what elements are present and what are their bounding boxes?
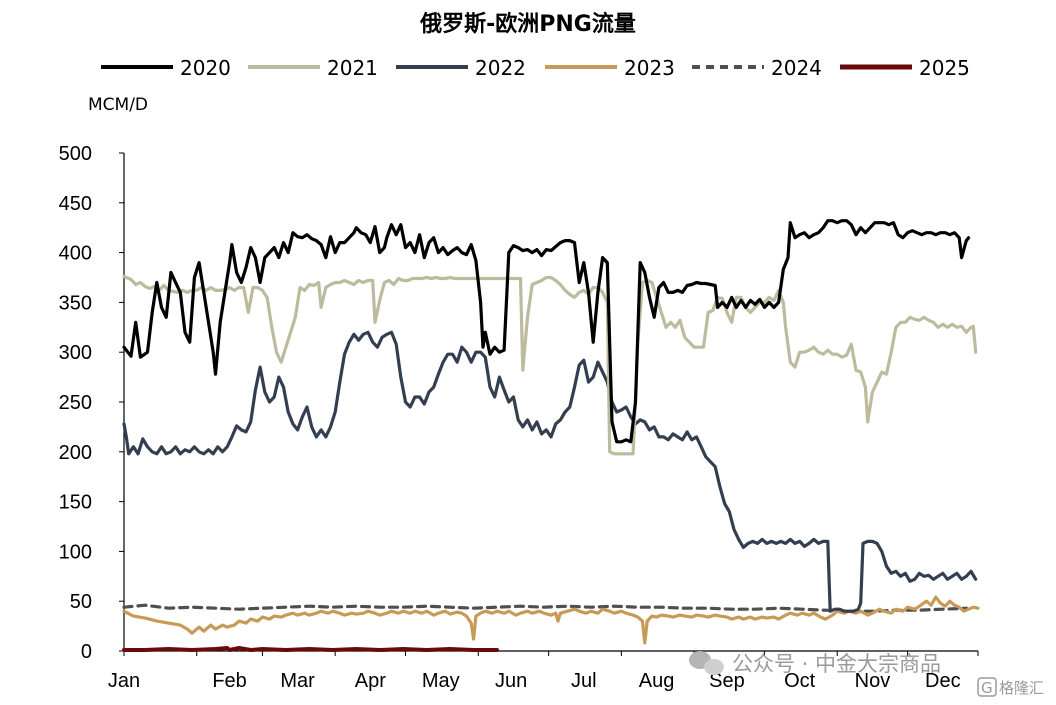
legend-label-2025: 2025 xyxy=(919,56,970,80)
watermark: 公众号 · 中金大宗商品 G 格隆汇 xyxy=(689,651,1044,697)
x-tick-label: Jun xyxy=(495,670,527,692)
watermark-text: 公众号 · 中金大宗商品 xyxy=(732,652,941,676)
y-tick-label: 100 xyxy=(59,541,92,563)
x-tick-label: Mar xyxy=(280,670,315,692)
y-tick-label: 200 xyxy=(59,442,92,464)
series-line-2024 xyxy=(122,603,968,613)
wechat-icon xyxy=(689,651,724,675)
legend-label-2021: 2021 xyxy=(327,56,378,80)
brand-badge-text: G xyxy=(981,679,993,697)
series-line-2022 xyxy=(122,330,978,613)
y-tick-label: 500 xyxy=(59,143,92,165)
x-tick-label: Sep xyxy=(709,670,745,692)
x-tick-label: Nov xyxy=(855,670,891,692)
x-tick-label: Jul xyxy=(571,670,597,692)
series-line-2020 xyxy=(122,219,971,444)
x-tick-label: Oct xyxy=(784,670,816,692)
x-tick-label: Feb xyxy=(212,670,246,692)
y-tick-label: 50 xyxy=(70,591,92,613)
x-tick-label: Apr xyxy=(355,670,386,692)
y-tick-label: 250 xyxy=(59,392,92,414)
y-tick-label: 300 xyxy=(59,342,92,364)
series-line-2021 xyxy=(122,274,978,456)
legend: 2020 2021 2022 2023 2024 2025 xyxy=(101,56,970,80)
y-tick-label: 450 xyxy=(59,193,92,215)
series-line-2025 xyxy=(122,646,499,652)
legend-label-2022: 2022 xyxy=(475,56,526,80)
y-tick-label: 0 xyxy=(81,641,92,663)
plot-area xyxy=(122,219,980,652)
series-line-2023 xyxy=(122,595,980,645)
x-tick-label: Jan xyxy=(108,670,140,692)
legend-label-2023: 2023 xyxy=(624,56,675,80)
y-tick-label: 350 xyxy=(59,292,92,314)
y-tick-label: 400 xyxy=(59,243,92,265)
brand-badge xyxy=(977,677,997,697)
chart-title: 俄罗斯-欧洲PNG流量 xyxy=(419,11,636,37)
x-tick-label: May xyxy=(422,670,460,692)
axes: 0 50 100 150 200 250 300 350 400 450 500 Jan Feb Mar A… xyxy=(59,143,979,692)
brand-text: 格隆汇 xyxy=(999,679,1044,697)
y-axis-unit: MCM/D xyxy=(88,95,148,115)
x-tick-label: Dec xyxy=(925,670,961,692)
x-tick-label: Aug xyxy=(639,670,675,692)
legend-label-2024: 2024 xyxy=(771,56,822,80)
legend-label-2020: 2020 xyxy=(180,56,231,80)
y-tick-label: 150 xyxy=(59,492,92,514)
